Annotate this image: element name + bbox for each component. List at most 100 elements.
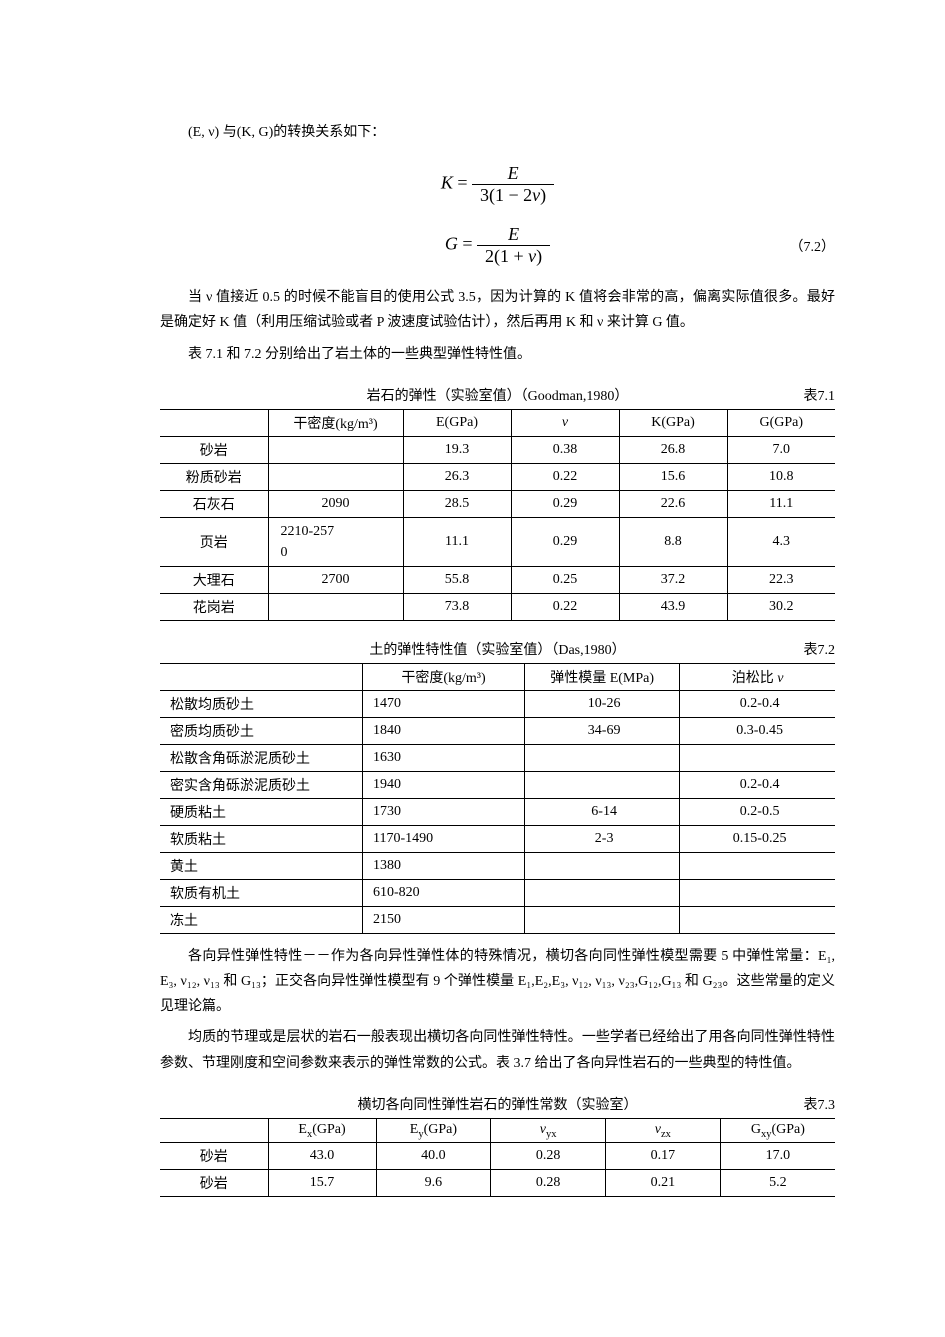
- table-cell: 40.0: [376, 1143, 491, 1170]
- eq1-den-var: ν: [532, 185, 540, 205]
- table-row: Ex(GPa) Ey(GPa) νyx νzx Gxy(GPa): [160, 1118, 835, 1143]
- table-cell: 10-26: [525, 690, 680, 717]
- table-cell: 0.2-0.5: [680, 798, 835, 825]
- eq1-den-prefix: 3(1 − 2: [480, 185, 532, 205]
- table-cell: 2-3: [525, 825, 680, 852]
- eq1-den-suffix: ): [540, 185, 546, 205]
- table-header: [160, 1118, 268, 1143]
- table-cell: 粉质砂岩: [160, 463, 268, 490]
- table-header: 干密度(kg/m³): [268, 409, 403, 436]
- table-row: 软质粘土1170-14902-30.15-0.25: [160, 825, 835, 852]
- table-cell: 0.38: [511, 436, 619, 463]
- table-cell: 2700: [268, 566, 403, 593]
- table-cell: 1380: [363, 852, 525, 879]
- table-header: ν: [511, 409, 619, 436]
- table-cell: 花岗岩: [160, 593, 268, 620]
- table-cell: 砂岩: [160, 1170, 268, 1197]
- table-cell: 37.2: [619, 566, 727, 593]
- table-cell: [525, 879, 680, 906]
- table-72: 干密度(kg/m³) 弹性模量 E(MPa) 泊松比 ν 松散均质砂土14701…: [160, 663, 835, 934]
- table-row: 石灰石209028.50.2922.611.1: [160, 490, 835, 517]
- intro-line: (E, ν) 与(K, G)的转换关系如下：: [160, 120, 835, 145]
- table-72-number: 表7.2: [804, 639, 836, 659]
- table-cell: 4.3: [727, 517, 835, 566]
- table-71: 干密度(kg/m³) E(GPa) ν K(GPa) G(GPa) 砂岩19.3…: [160, 409, 835, 621]
- table-cell: 大理石: [160, 566, 268, 593]
- table-73-caption-row: 横切各向同性弹性岩石的弹性常数（实验室） 表7.3: [160, 1094, 835, 1114]
- table-cell: 22.3: [727, 566, 835, 593]
- table-cell: [680, 879, 835, 906]
- table-cell: 610-820: [363, 879, 525, 906]
- table-header: 泊松比 ν: [680, 663, 835, 690]
- table-cell: 11.1: [403, 517, 511, 566]
- table-cell: 松散含角砾淤泥质砂土: [160, 744, 363, 771]
- table-row: 砂岩43.040.00.280.1717.0: [160, 1143, 835, 1170]
- table-row: 大理石270055.80.2537.222.3: [160, 566, 835, 593]
- table-header: Ey(GPa): [376, 1118, 491, 1143]
- table-row: 软质有机土610-820: [160, 879, 835, 906]
- table-row: 花岗岩73.80.2243.930.2: [160, 593, 835, 620]
- eq2-den-var: ν: [528, 246, 536, 266]
- table-row: 砂岩19.30.3826.87.0: [160, 436, 835, 463]
- table-cell: [268, 463, 403, 490]
- table-cell: 软质有机土: [160, 879, 363, 906]
- table-cell: 34-69: [525, 717, 680, 744]
- table-cell: 43.9: [619, 593, 727, 620]
- table-cell: 15.6: [619, 463, 727, 490]
- table-cell: 19.3: [403, 436, 511, 463]
- eq1-num: E: [472, 163, 554, 185]
- table-cell: [525, 771, 680, 798]
- table-cell: 2210-2570: [268, 517, 403, 566]
- table-cell: [680, 906, 835, 933]
- table-cell: 松散均质砂土: [160, 690, 363, 717]
- table-row: 砂岩15.79.60.280.215.2: [160, 1170, 835, 1197]
- table-row: 干密度(kg/m³) E(GPa) ν K(GPa) G(GPa): [160, 409, 835, 436]
- eq2-num: E: [477, 224, 550, 246]
- table-row: 松散含角砾淤泥质砂土1630: [160, 744, 835, 771]
- table-cell: 15.7: [268, 1170, 376, 1197]
- table-cell: 2090: [268, 490, 403, 517]
- table-cell: 0.3-0.45: [680, 717, 835, 744]
- table-cell: 石灰石: [160, 490, 268, 517]
- table-73: Ex(GPa) Ey(GPa) νyx νzx Gxy(GPa) 砂岩43.04…: [160, 1118, 835, 1198]
- table-cell: [680, 852, 835, 879]
- table-cell: 9.6: [376, 1170, 491, 1197]
- table-cell: 43.0: [268, 1143, 376, 1170]
- table-header: νzx: [606, 1118, 721, 1143]
- table-cell: 30.2: [727, 593, 835, 620]
- paragraph-3: 各向异性弹性特性－－作为各向异性弹性体的特殊情况，横切各向同性弹性模型需要 5 …: [160, 944, 835, 1020]
- table-cell: 1940: [363, 771, 525, 798]
- table-cell: 1470: [363, 690, 525, 717]
- table-header: E(GPa): [403, 409, 511, 436]
- table-cell: 砂岩: [160, 1143, 268, 1170]
- table-header: G(GPa): [727, 409, 835, 436]
- table-cell: 密实含角砾淤泥质砂土: [160, 771, 363, 798]
- table-cell: [525, 906, 680, 933]
- table-cell: 1170-1490: [363, 825, 525, 852]
- table-cell: 0.29: [511, 517, 619, 566]
- table-73-number: 表7.3: [804, 1094, 836, 1114]
- table-71-number: 表7.1: [804, 385, 836, 405]
- table-cell: 73.8: [403, 593, 511, 620]
- eq2-den-suffix: ): [536, 246, 542, 266]
- table-cell: 7.0: [727, 436, 835, 463]
- table-cell: 0.29: [511, 490, 619, 517]
- equation-g: G = E 2(1 + ν) （7.2）: [160, 224, 835, 267]
- table-cell: [525, 744, 680, 771]
- table-cell: 1630: [363, 744, 525, 771]
- equation-k: K = E 3(1 − 2ν): [160, 163, 835, 206]
- table-cell: [680, 744, 835, 771]
- table-cell: 0.17: [606, 1143, 721, 1170]
- table-cell: 密质均质砂土: [160, 717, 363, 744]
- table-cell: 0.15-0.25: [680, 825, 835, 852]
- table-cell: 0.28: [491, 1143, 606, 1170]
- equation-number: （7.2）: [790, 236, 836, 256]
- table-row: 冻土2150: [160, 906, 835, 933]
- table-72-caption-row: 土的弹性特性值（实验室值）（Das,1980） 表7.2: [160, 639, 835, 659]
- table-cell: 6-14: [525, 798, 680, 825]
- table-cell: 5.2: [720, 1170, 835, 1197]
- paragraph-1: 当 ν 值接近 0.5 的时候不能盲目的使用公式 3.5，因为计算的 K 值将会…: [160, 285, 835, 335]
- eq2-lhs: G: [445, 234, 458, 254]
- table-cell: [525, 852, 680, 879]
- table-cell: 26.8: [619, 436, 727, 463]
